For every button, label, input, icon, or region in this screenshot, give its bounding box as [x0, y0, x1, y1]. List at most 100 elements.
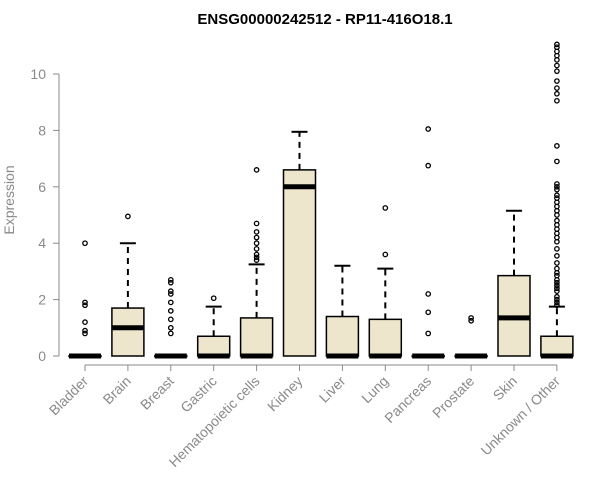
outlier-point — [554, 41, 560, 48]
outlier-point — [210, 295, 217, 302]
x-tick-label: Lung — [358, 373, 391, 406]
box-pancreas — [411, 126, 445, 359]
box-gastric — [196, 295, 231, 359]
outlier-point — [82, 327, 88, 334]
outlier-point — [382, 205, 389, 211]
box-body — [282, 169, 317, 357]
outlier-point — [554, 97, 560, 104]
box-brain — [111, 213, 145, 357]
outlier-point — [554, 277, 560, 283]
outlier-point — [253, 220, 260, 227]
outlier-point — [167, 299, 174, 306]
box-hematopoietic-cells — [239, 167, 274, 359]
x-tick-label: Gastric — [177, 373, 220, 416]
outlier-point — [425, 309, 432, 316]
outlier-point — [167, 277, 174, 283]
outlier-point — [554, 296, 560, 303]
outlier-point — [125, 213, 131, 220]
box-kidney — [282, 130, 317, 357]
outlier-point — [425, 162, 432, 169]
outlier-point — [554, 62, 560, 69]
box-body — [239, 317, 274, 357]
outlier-point — [554, 279, 560, 286]
outlier-point — [554, 302, 560, 309]
box-prostate — [454, 315, 488, 359]
outlier-point — [554, 253, 560, 259]
outlier-point — [554, 192, 560, 199]
y-axis-ticks: 0 2 4 6 8 10 — [30, 66, 59, 364]
y-tick-label: 10 — [30, 66, 46, 82]
y-tick-label: 0 — [38, 348, 46, 364]
outlier-point — [554, 143, 560, 149]
outlier-point — [554, 183, 560, 190]
x-tick-label: Unknown / Other — [477, 373, 563, 459]
outlier-point — [167, 316, 174, 323]
outlier-point — [82, 319, 88, 326]
outlier-point — [167, 288, 174, 294]
outlier-point — [554, 245, 560, 252]
x-tick-label: Liver — [316, 373, 349, 406]
box-skin — [497, 209, 531, 357]
outlier-point — [82, 299, 88, 306]
box-unknown-other — [540, 41, 574, 359]
box-body — [111, 307, 145, 357]
x-tick-label: Breast — [137, 373, 177, 413]
outlier-point — [554, 293, 560, 300]
outlier-point — [554, 212, 560, 218]
outlier-point — [425, 126, 432, 132]
outlier-point — [554, 158, 560, 165]
x-tick-label: Prostate — [429, 373, 477, 421]
outlier-point — [382, 251, 389, 258]
outlier-point — [167, 291, 174, 297]
outlier-point — [554, 288, 560, 294]
outlier-point — [167, 308, 174, 314]
outlier-point — [554, 78, 560, 84]
outlier-point — [554, 57, 560, 63]
box-body — [325, 315, 360, 357]
y-tick-label: 4 — [38, 235, 46, 251]
box-breast — [154, 277, 188, 359]
outlier-point — [554, 181, 560, 187]
outlier-point — [82, 302, 88, 309]
outlier-point — [253, 254, 260, 261]
x-tick-label: Brain — [100, 373, 134, 407]
box-bladder — [68, 240, 102, 359]
x-tick-label: Skin — [490, 373, 521, 404]
outlier-point — [167, 279, 174, 286]
x-tick-label: Kidney — [264, 373, 306, 415]
x-tick-label: Pancreas — [381, 373, 434, 426]
outlier-point — [253, 245, 260, 252]
y-tick-label: 8 — [38, 122, 46, 138]
outlier-point — [253, 251, 260, 258]
outlier-point — [253, 240, 260, 247]
outlier-point — [253, 257, 260, 263]
y-axis-label: Expression — [1, 165, 17, 234]
outlier-point — [554, 85, 560, 91]
outlier-point — [554, 68, 560, 75]
outlier-point — [554, 238, 560, 245]
box-body — [196, 335, 231, 357]
outlier-point — [554, 186, 560, 193]
outlier-point — [554, 285, 560, 292]
outlier-point — [167, 324, 174, 331]
box-body — [368, 318, 403, 357]
outlier-point — [82, 240, 88, 247]
outlier-point — [425, 330, 432, 337]
outlier-point — [468, 317, 474, 324]
outlier-point — [167, 330, 174, 337]
outlier-point — [554, 269, 560, 276]
outlier-point — [468, 315, 474, 321]
y-tick-label: 2 — [38, 292, 46, 308]
box-body — [540, 335, 574, 357]
chart-title: ENSG00000242512 - RP11-416O18.1 — [197, 11, 452, 28]
outlier-point — [253, 167, 260, 173]
y-tick-label: 6 — [38, 179, 46, 195]
outlier-point — [425, 291, 432, 297]
outlier-point — [554, 299, 560, 306]
outlier-point — [253, 229, 260, 235]
x-tick-label: Bladder — [46, 373, 92, 419]
outlier-point — [253, 234, 260, 241]
box-lung — [368, 205, 403, 359]
